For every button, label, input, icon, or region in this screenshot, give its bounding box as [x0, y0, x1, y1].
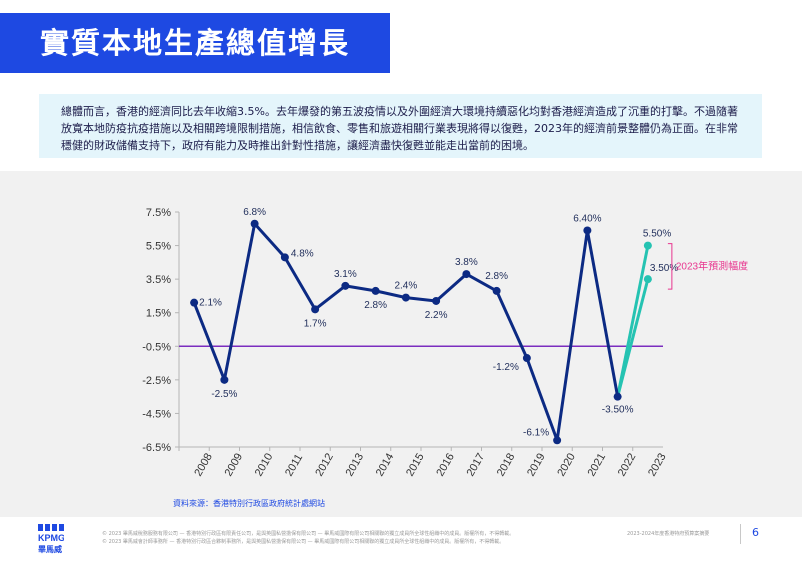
summary-text: 總體而言，香港的經濟同比去年收縮3.5%。去年爆發的第五波疫情以及外圍經濟大環境… [61, 105, 738, 152]
data-label: 1.7% [304, 318, 327, 329]
x-tick-label: 2012 [313, 451, 336, 478]
x-tick-label: 2022 [616, 451, 639, 478]
x-tick-label: 2023 [646, 451, 669, 478]
data-label: 6.8% [243, 207, 266, 218]
y-tick-label: 5.5% [146, 241, 171, 253]
kpmg-logo-icon: KPMG [38, 524, 64, 543]
source-note: 資料來源：香港特別行政區政府統計處網站 [173, 499, 325, 508]
data-point [190, 298, 199, 307]
copyright-line-2: © 2023 畢馬威會計師事務所 — 香港特別行政區合夥制事務所，是與英國私營擔… [102, 539, 505, 545]
data-label: -3.50% [602, 405, 634, 416]
page-number: 6 [752, 526, 759, 539]
data-point [341, 281, 350, 290]
data-point [432, 296, 441, 305]
data-point [583, 226, 592, 235]
title-bar [0, 13, 390, 73]
x-tick-label: 2015 [404, 451, 427, 478]
data-label: 2.8% [485, 271, 508, 282]
y-tick-label: -2.5% [142, 375, 171, 387]
forecast-bracket [667, 243, 673, 290]
x-tick-label: 2009 [223, 451, 246, 478]
x-tick-label: 2020 [555, 451, 578, 478]
data-label: -2.5% [211, 389, 237, 400]
footer-divider [740, 524, 741, 544]
x-tick-label: 2016 [434, 451, 457, 478]
data-point [401, 293, 410, 302]
data-point [462, 270, 471, 279]
x-tick-label: 2021 [586, 451, 609, 478]
forecast-label-high: 5.50% [643, 229, 671, 240]
x-tick-label: 2008 [192, 451, 215, 478]
x-tick-label: 2014 [374, 451, 397, 478]
forecast-label-low: 3.50% [650, 263, 678, 274]
y-tick-label: -0.5% [142, 341, 171, 353]
data-label: 3.8% [455, 257, 478, 268]
data-point [280, 253, 289, 262]
y-tick-label: -6.5% [142, 442, 171, 454]
data-point [371, 286, 380, 295]
series-line [192, 222, 620, 442]
y-tick-label: -4.5% [142, 408, 171, 420]
x-tick-label: 2017 [465, 451, 488, 478]
data-label: 2.1% [199, 298, 222, 309]
forecast-line-low [616, 278, 650, 398]
y-tick-label: 1.5% [146, 308, 171, 320]
data-point [553, 436, 562, 445]
chart-panel [0, 171, 802, 517]
data-label: 2.8% [364, 300, 387, 311]
data-label: 2.2% [425, 310, 448, 321]
data-point [250, 219, 259, 228]
gdp-growth-chart: 7.5% 5.5% 3.5% 1.5% -0.5% -2.5% -4.5% -6.5% 2008… [142, 207, 748, 479]
x-tick-label: 2010 [253, 451, 276, 478]
x-tick-label: 2019 [525, 451, 548, 478]
y-tick-label: 3.5% [146, 274, 171, 286]
data-label: 3.1% [334, 269, 357, 280]
summary-box: 總體而言，香港的經濟同比去年收縮3.5%。去年爆發的第五波疫情以及外圍經濟大環境… [39, 94, 762, 158]
forecast-bracket-label: 2023年預測幅度 [676, 259, 748, 272]
report-name: 2023-2024年度香港特府預算案摘要 [627, 531, 710, 537]
data-label: 6.40% [573, 213, 601, 224]
forecast-point-high [643, 241, 652, 250]
data-point [492, 286, 501, 295]
data-label: -1.2% [493, 362, 519, 373]
y-tick-label: 7.5% [146, 207, 171, 219]
company-name: 畢馬威 [38, 545, 62, 554]
data-point [311, 305, 320, 314]
page-title: 實質本地生產總值增長 [40, 26, 351, 60]
data-point [613, 392, 622, 401]
x-tick-label: 2018 [495, 451, 518, 478]
svg-text:KPMG: KPMG [38, 533, 64, 543]
forecast-point-low [643, 275, 652, 284]
data-label: 2.4% [394, 281, 417, 292]
data-point [522, 354, 531, 363]
x-tick-label: 2013 [344, 451, 367, 478]
copyright-line-1: © 2023 畢馬威稅務服務有限公司 — 香港特別行政區有限責任公司，是與英國私… [102, 531, 515, 537]
data-point [220, 375, 229, 384]
data-label: -6.1% [523, 427, 549, 438]
x-tick-label: 2011 [283, 452, 305, 478]
data-label: 4.8% [291, 248, 314, 259]
